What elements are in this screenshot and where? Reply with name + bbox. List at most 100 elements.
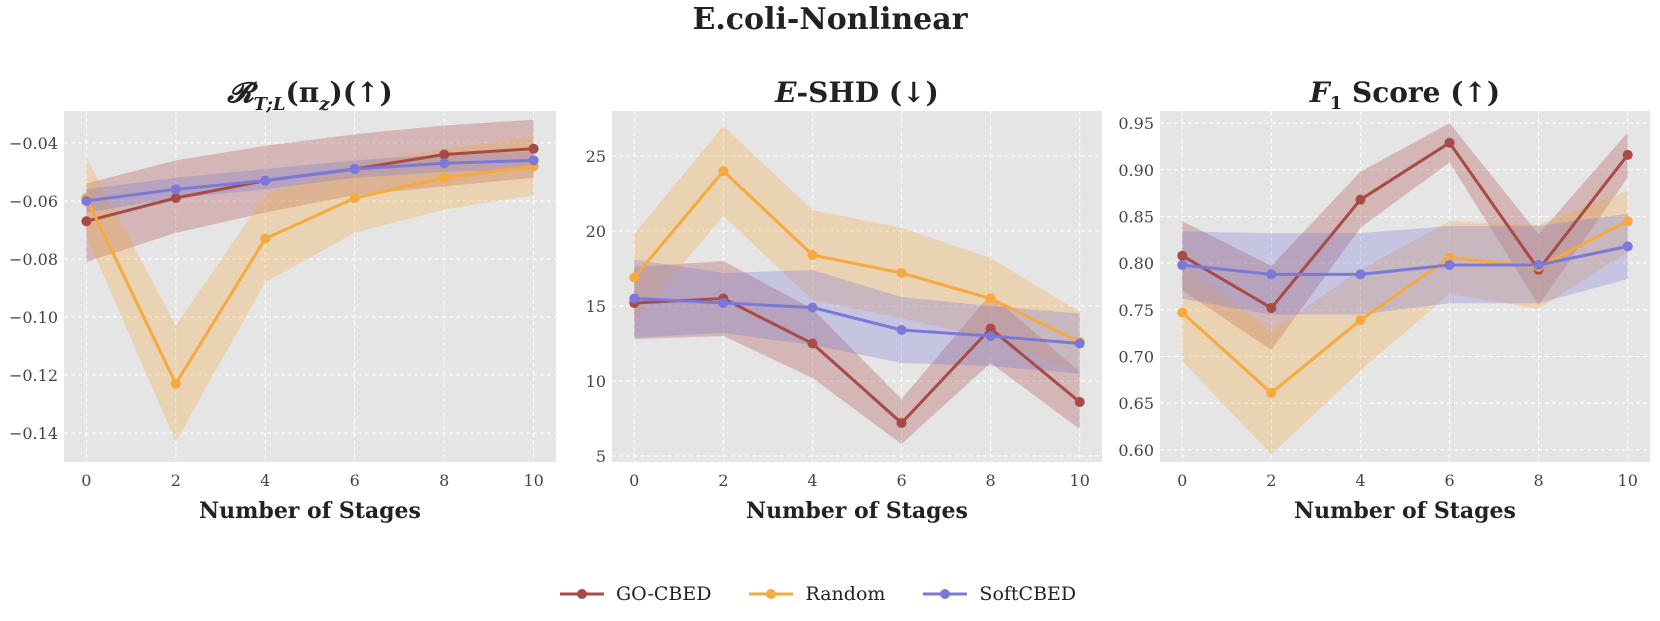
data-point-softcbed [439, 158, 450, 169]
y-tick-label: 20 [586, 222, 606, 241]
data-point-random [985, 293, 996, 304]
data-point-softcbed [807, 302, 818, 313]
y-tick-label: 0.60 [1118, 441, 1154, 460]
data-point-softcbed [1355, 269, 1366, 280]
y-tick-label: 10 [586, 372, 606, 391]
data-point-softcbed [896, 325, 907, 335]
x-tick-label: 4 [807, 471, 817, 490]
data-point-random [896, 268, 907, 278]
confidence-band-softcbed [634, 259, 1080, 374]
series-line-random [85, 164, 534, 387]
series-line-softcbed [86, 158, 534, 203]
y-tick-label: 0.65 [1118, 394, 1154, 413]
data-point-go-cbed [528, 143, 539, 154]
y-tick-label: 15 [586, 297, 606, 316]
data-point-random [349, 193, 360, 204]
x-tick-label: 0 [629, 471, 639, 490]
x-axis-label: Number of Stages [746, 498, 968, 524]
x-tick-label: 10 [523, 471, 543, 490]
data-point-go-cbed [81, 216, 92, 227]
data-point-random [1177, 307, 1188, 318]
figure-title: E.coli-Nonlinear [692, 2, 968, 37]
data-point-go-cbed [1177, 250, 1188, 261]
y-tick-label: −0.04 [9, 134, 58, 153]
y-tick-label: 5 [596, 447, 606, 466]
legend-item-random: Random [749, 583, 885, 605]
panel-title-2: E-SHD (↓) [774, 76, 939, 109]
data-point-go-cbed [1444, 137, 1455, 148]
data-point-softcbed [1622, 241, 1633, 252]
legend-item-go-cbed: GO-CBED [560, 583, 711, 605]
x-tick-label: 8 [439, 471, 449, 490]
confidence-band-random [634, 126, 1080, 372]
data-point-softcbed [1533, 260, 1544, 271]
data-point-random [718, 166, 729, 176]
data-point-random [260, 233, 271, 244]
series-line-random [1181, 219, 1629, 395]
data-point-softcbed [1177, 260, 1188, 271]
confidence-band-go-cbed [1182, 123, 1628, 350]
series-line-go-cbed [634, 296, 1081, 426]
data-point-softcbed [260, 175, 271, 186]
confidence-band-softcbed [86, 151, 534, 213]
data-point-random [170, 378, 181, 389]
x-tick-label: 10 [1618, 471, 1638, 490]
data-point-go-cbed [1266, 302, 1277, 313]
data-point-go-cbed [439, 149, 450, 160]
data-point-softcbed [81, 195, 92, 206]
y-tick-label: −0.10 [9, 308, 58, 327]
confidence-band-go-cbed [86, 119, 534, 262]
confidence-band-random [1182, 190, 1628, 455]
data-point-random [1266, 387, 1277, 398]
data-point-go-cbed [1074, 397, 1085, 407]
legend-marker-go-cbed [560, 589, 604, 599]
data-point-random [1622, 216, 1633, 227]
y-tick-label: 0.85 [1118, 207, 1154, 226]
data-point-softcbed [528, 155, 539, 166]
y-tick-label: −0.06 [9, 192, 58, 211]
x-tick-label: 2 [171, 471, 181, 490]
data-point-go-cbed [1355, 194, 1366, 205]
y-tick-label: −0.14 [9, 424, 58, 443]
legend: GO-CBED Random SoftCBED [560, 580, 1114, 608]
x-tick-label: 4 [1355, 471, 1365, 490]
data-point-go-cbed [1622, 149, 1633, 160]
x-tick-label: 10 [1070, 471, 1090, 490]
data-point-go-cbed [807, 338, 818, 349]
data-point-softcbed [349, 164, 360, 175]
chart-panel-2: 5 10 15 20 25 0 2 4 6 8 10 Number of Stages [586, 111, 1102, 524]
data-point-random [629, 272, 640, 283]
data-point-random [807, 250, 818, 260]
x-tick-label: 2 [718, 471, 728, 490]
panel-title-1: 𝓡T;L(πz)(↑) [226, 76, 392, 115]
data-point-softcbed [1266, 269, 1277, 280]
data-point-go-cbed [896, 418, 907, 428]
x-tick-label: 8 [986, 471, 996, 490]
y-tick-label: −0.12 [9, 366, 58, 385]
data-point-random [1355, 315, 1366, 326]
y-tick-label: 25 [586, 147, 606, 166]
legend-label-random: Random [805, 583, 886, 605]
data-point-softcbed [1444, 260, 1455, 271]
data-point-random [1444, 252, 1455, 263]
x-tick-label: 6 [350, 471, 360, 490]
chart-panel-3: 0.60 0.65 0.70 0.75 0.80 0.85 0.90 0.95 0 2 4 6 8 10 N… [1118, 111, 1650, 524]
y-tick-label: 0.90 [1118, 161, 1154, 180]
legend-label-go-cbed: GO-CBED [616, 583, 712, 605]
y-tick-label: 0.75 [1118, 301, 1154, 320]
x-axis-label: Number of Stages [1294, 498, 1516, 524]
series-line-softcbed [1182, 244, 1629, 276]
y-tick-label: 0.70 [1118, 348, 1154, 367]
data-point-softcbed [718, 298, 729, 308]
x-tick-label: 4 [260, 471, 270, 490]
data-point-softcbed [1074, 338, 1085, 349]
confidence-band-random [86, 137, 534, 442]
x-tick-label: 2 [1266, 471, 1276, 490]
legend-item-softcbed: SoftCBED [923, 583, 1076, 605]
legend-marker-softcbed [923, 589, 968, 599]
legend-label-softcbed: SoftCBED [979, 583, 1077, 605]
series-line-random [633, 168, 1081, 344]
legend-marker-random [749, 589, 794, 599]
chart-panel-1: −0.14 −0.12 −0.10 −0.08 −0.06 −0.04 0 2 4 6 8 10 Num… [9, 111, 556, 524]
